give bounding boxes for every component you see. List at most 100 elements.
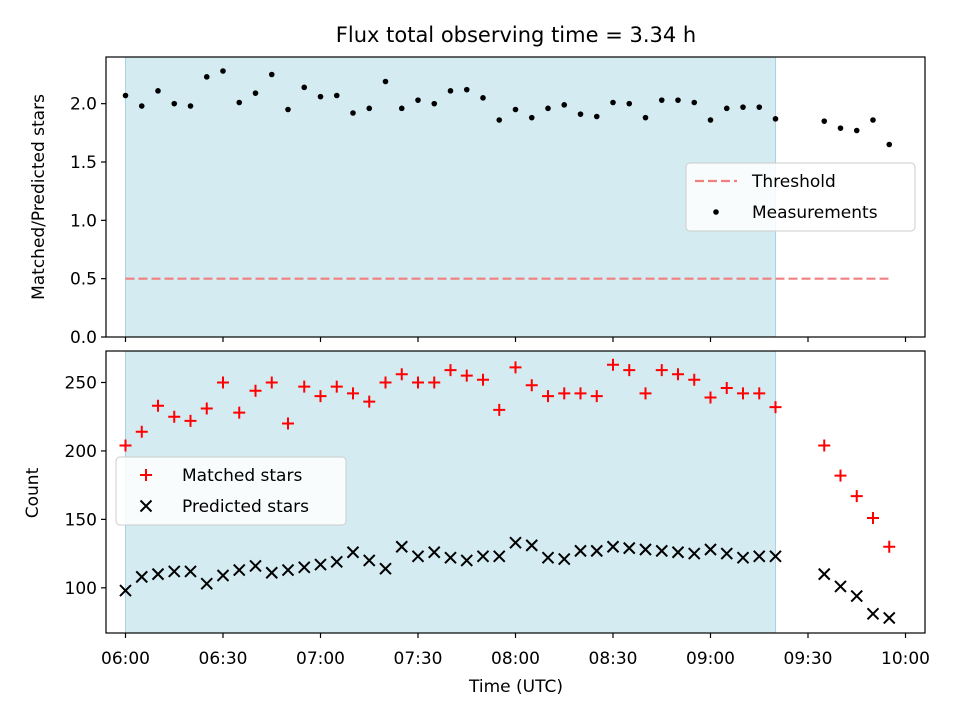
x-tick-label: 07:30 xyxy=(394,649,443,669)
measurement-point xyxy=(236,99,243,106)
ratio-panel: 0.0 0.5 1.0 1.5 2.0 Threshold Measurements xyxy=(70,56,926,348)
matched-stars-point xyxy=(688,373,701,386)
matched-stars-point xyxy=(135,425,148,438)
legend-predicted-swatch xyxy=(139,499,153,513)
matched-stars-point xyxy=(704,391,717,404)
predicted-stars-point xyxy=(151,567,165,581)
predicted-stars-point xyxy=(330,555,343,569)
matched-stars-point xyxy=(314,390,327,403)
matched-stars-point xyxy=(834,469,847,482)
predicted-stars-point xyxy=(541,551,555,564)
measurement-point xyxy=(447,88,454,94)
matched-stars-point xyxy=(444,364,457,377)
matched-stars-point xyxy=(152,399,164,412)
legend-label: Matched stars xyxy=(182,466,302,486)
predicted-stars-point xyxy=(119,584,132,597)
measurement-point xyxy=(285,106,291,113)
y-tick-label: 150 xyxy=(65,510,97,530)
predicted-stars-point xyxy=(769,550,782,563)
predicted-stars-point xyxy=(135,570,148,584)
x-tick-label: 07:00 xyxy=(296,649,345,669)
measurement-point xyxy=(512,106,519,113)
measurement-point xyxy=(463,86,470,93)
predicted-stars-point xyxy=(233,563,246,577)
predicted-stars-point xyxy=(834,580,847,593)
predicted-stars-point xyxy=(720,547,733,560)
predicted-stars-point xyxy=(314,558,327,571)
measurement-point xyxy=(415,97,421,103)
matched-stars-point xyxy=(233,406,246,419)
measurement-point xyxy=(642,114,649,121)
measurement-point xyxy=(691,99,698,106)
matched-stars-point xyxy=(363,395,376,408)
predicted-stars-point xyxy=(200,577,213,590)
measurement-point xyxy=(593,113,600,120)
count-panel: 100 150 200 250 Matched stars Predicted stars xyxy=(65,350,926,638)
y-tick-label: 1.5 xyxy=(70,153,97,173)
measurement-point xyxy=(528,114,535,121)
predicted-stars-point xyxy=(249,559,262,573)
matched-stars-point xyxy=(720,381,733,394)
matched-stars-point xyxy=(753,387,766,400)
predicted-stars-point xyxy=(818,567,831,581)
measurement-point xyxy=(138,103,145,109)
predicted-stars-point xyxy=(460,554,473,567)
matched-stars-point xyxy=(883,540,896,553)
predicted-stars-point xyxy=(363,554,376,567)
legend-box xyxy=(685,162,916,232)
measurement-point xyxy=(220,68,226,74)
legend-label: Threshold xyxy=(751,172,836,192)
predicted-stars-point xyxy=(606,540,620,553)
predicted-stars-point xyxy=(688,547,701,560)
y-tick-label: 200 xyxy=(65,442,97,462)
x-tick-label: 06:00 xyxy=(101,649,150,669)
matched-stars-point xyxy=(298,380,311,393)
matched-stars-point xyxy=(119,439,132,452)
x-tick-label: 09:30 xyxy=(784,649,833,669)
matched-stars-point xyxy=(477,373,489,386)
ratio-legend: Threshold Measurements xyxy=(685,162,916,232)
matched-stars-point xyxy=(867,512,879,525)
predicted-stars-point xyxy=(428,546,441,559)
matched-stars-point xyxy=(769,401,782,414)
matched-stars-point xyxy=(558,387,571,400)
axes-frame xyxy=(105,350,926,634)
measurement-point xyxy=(268,71,275,78)
predicted-stars-point xyxy=(704,543,717,556)
predicted-stars-point xyxy=(411,550,425,563)
x-tick-label: 10:00 xyxy=(881,649,930,669)
x-axis-ticks: 06:00 06:30 07:00 07:30 08:00 08:30 09:00 09:30… xyxy=(101,649,930,669)
count-y-axis-label: Count xyxy=(23,467,43,518)
predicted-stars-point xyxy=(444,551,457,564)
measurement-point xyxy=(561,102,568,108)
measurement-point xyxy=(740,104,746,110)
matched-stars-point xyxy=(574,387,587,400)
measurement-point xyxy=(545,105,551,112)
chart-title: Flux total observing time = 3.34 h xyxy=(336,23,696,47)
predicted-stars-point xyxy=(168,565,181,578)
matched-stars-point xyxy=(412,376,424,389)
predicted-stars-point xyxy=(655,544,668,558)
predicted-stars-point xyxy=(395,540,408,553)
x-tick-label: 06:30 xyxy=(199,649,248,669)
matched-stars-point xyxy=(672,368,684,381)
measurement-point xyxy=(187,103,194,109)
predicted-stars-point xyxy=(379,562,392,575)
matched-stars-point xyxy=(330,380,343,393)
x-axis-label: Time (UTC) xyxy=(468,677,563,697)
measurement-point xyxy=(252,90,259,96)
y-tick-label: 100 xyxy=(65,579,97,599)
matched-stars-point xyxy=(639,387,652,400)
matched-stars-point xyxy=(623,364,636,377)
measurement-point xyxy=(577,111,584,117)
measurement-point xyxy=(333,92,340,99)
measurement-point xyxy=(171,100,178,107)
measurement-point xyxy=(431,100,438,107)
x-tick-label: 08:30 xyxy=(589,649,638,669)
measurement-point xyxy=(301,84,308,91)
predicted-stars-point xyxy=(476,550,490,563)
measurement-point xyxy=(398,105,405,112)
predicted-stars-point xyxy=(736,551,750,564)
y-tick-label: 1.0 xyxy=(70,211,97,231)
